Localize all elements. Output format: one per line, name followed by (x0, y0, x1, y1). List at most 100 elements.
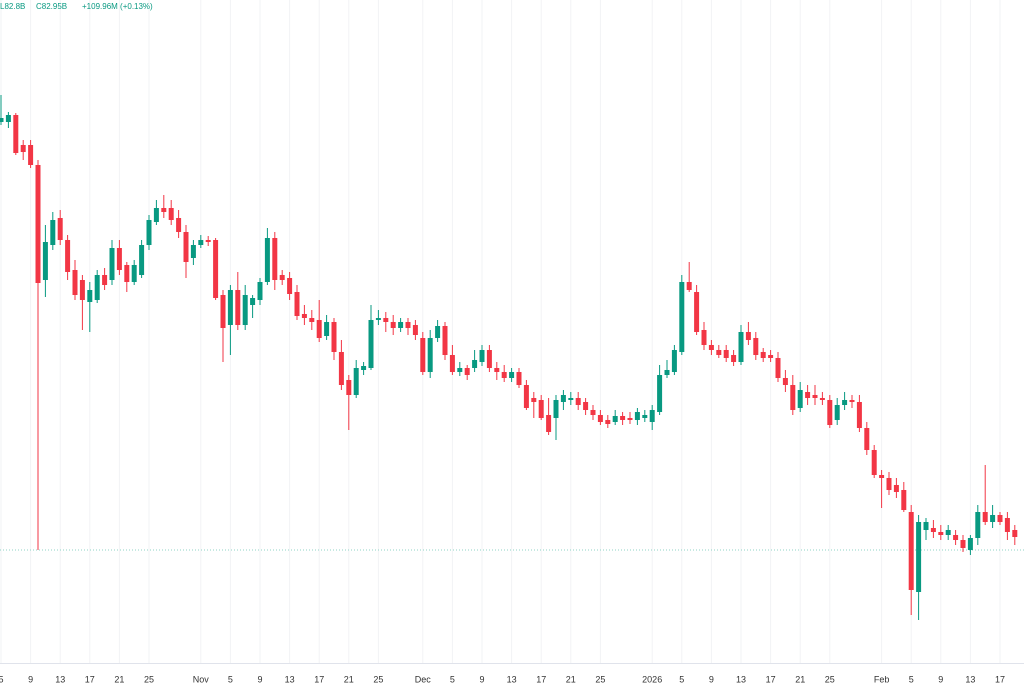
candle-body (509, 372, 515, 378)
candle-body (242, 295, 248, 325)
candle-body (997, 515, 1003, 522)
x-tick-label: 9 (709, 674, 714, 684)
candle-body (923, 522, 929, 530)
candle-body (930, 528, 936, 532)
candle-body (146, 220, 152, 245)
x-tick-label: 17 (995, 674, 1005, 684)
candle-body (753, 338, 759, 355)
candle-body (331, 322, 337, 352)
candle-body (716, 350, 722, 355)
x-tick-label: 17 (314, 674, 324, 684)
candle-body (945, 530, 951, 535)
x-tick-label: 9 (257, 674, 262, 684)
candle-body (494, 368, 500, 372)
candle-body (908, 512, 914, 590)
candle-body (28, 145, 34, 165)
candle-body (198, 240, 204, 245)
candle-body (13, 115, 19, 153)
candle-body (982, 512, 988, 522)
x-tick-label: 5 (909, 674, 914, 684)
candle-body (938, 532, 944, 535)
x-tick-label: Feb (874, 674, 890, 684)
candle-body (967, 538, 973, 550)
x-tick-label: 25 (825, 674, 835, 684)
candle-body (583, 402, 589, 410)
candle-body (849, 400, 855, 402)
candle-body (457, 368, 463, 372)
candle-body (324, 322, 330, 336)
candle-body (102, 275, 108, 285)
candle-body (435, 326, 441, 338)
candle-body (1004, 518, 1010, 532)
header-change: +109.96M (+0.13%) (82, 2, 153, 11)
candle-body (353, 368, 359, 395)
candle-body (856, 402, 862, 428)
x-tick-label: 13 (55, 674, 65, 684)
candle-body (264, 238, 270, 282)
candle-body (597, 415, 603, 422)
candle-body (745, 332, 751, 340)
candle-body (79, 280, 85, 300)
candle-body (316, 320, 322, 338)
candle-body (760, 352, 766, 358)
candle-body (546, 415, 552, 432)
candle-body (257, 282, 263, 300)
candle-body (131, 265, 137, 282)
candle-body (161, 208, 167, 212)
candle-body (287, 278, 293, 294)
candle-body (486, 350, 492, 368)
candle-body (893, 485, 899, 492)
header-low: L82.8B (0, 2, 25, 11)
candle-body (620, 416, 626, 420)
candle-body (220, 295, 226, 328)
candle-body (390, 322, 396, 328)
candle-body (235, 290, 241, 325)
candle-body (531, 398, 537, 402)
candle-body (812, 395, 818, 398)
x-tick-label: 9 (28, 674, 33, 684)
candle-body (57, 218, 63, 240)
candle-body (790, 385, 796, 410)
x-tick-label: 25 (595, 674, 605, 684)
x-tick-label: 21 (566, 674, 576, 684)
x-axis-labels: 5 9 13 17 21 25 Nov 5 9 13 17 21 25 Dec 5 9 13 17 21 25 2026… (0, 674, 1005, 684)
candle-body (250, 298, 256, 305)
candle-body (879, 475, 885, 478)
candle-body (797, 390, 803, 408)
candle-body (346, 380, 352, 395)
candle-body (612, 416, 618, 422)
candle-body (383, 318, 389, 322)
candle-body (153, 208, 159, 222)
candle-body (701, 330, 707, 345)
header-close: C82.95B (36, 2, 67, 11)
candle-body (679, 282, 685, 352)
candle-body (590, 410, 596, 415)
x-tick-label: 5 (450, 674, 455, 684)
candle-body (916, 522, 922, 592)
candle-body (294, 292, 300, 316)
candle-body (272, 238, 278, 280)
candle-body (819, 398, 825, 400)
candle-body (642, 415, 648, 418)
candle-body (398, 322, 404, 328)
candle-body (560, 395, 566, 402)
candle-body (842, 400, 848, 405)
candle-body (538, 400, 544, 418)
candle-body (427, 338, 433, 372)
candle-body (338, 352, 344, 385)
candle-body (568, 398, 574, 400)
candle-body (953, 535, 959, 540)
candle-body (0, 118, 4, 122)
x-tick-label: 21 (795, 674, 805, 684)
x-tick-label: 2026 (642, 674, 662, 684)
x-tick-label: 9 (938, 674, 943, 684)
x-tick-label: 9 (479, 674, 484, 684)
candle-body (523, 385, 529, 408)
candle-body (664, 370, 670, 375)
candle-body (72, 270, 78, 295)
candle-body (708, 345, 714, 350)
candle-body (116, 248, 122, 270)
candle-body (627, 418, 633, 420)
